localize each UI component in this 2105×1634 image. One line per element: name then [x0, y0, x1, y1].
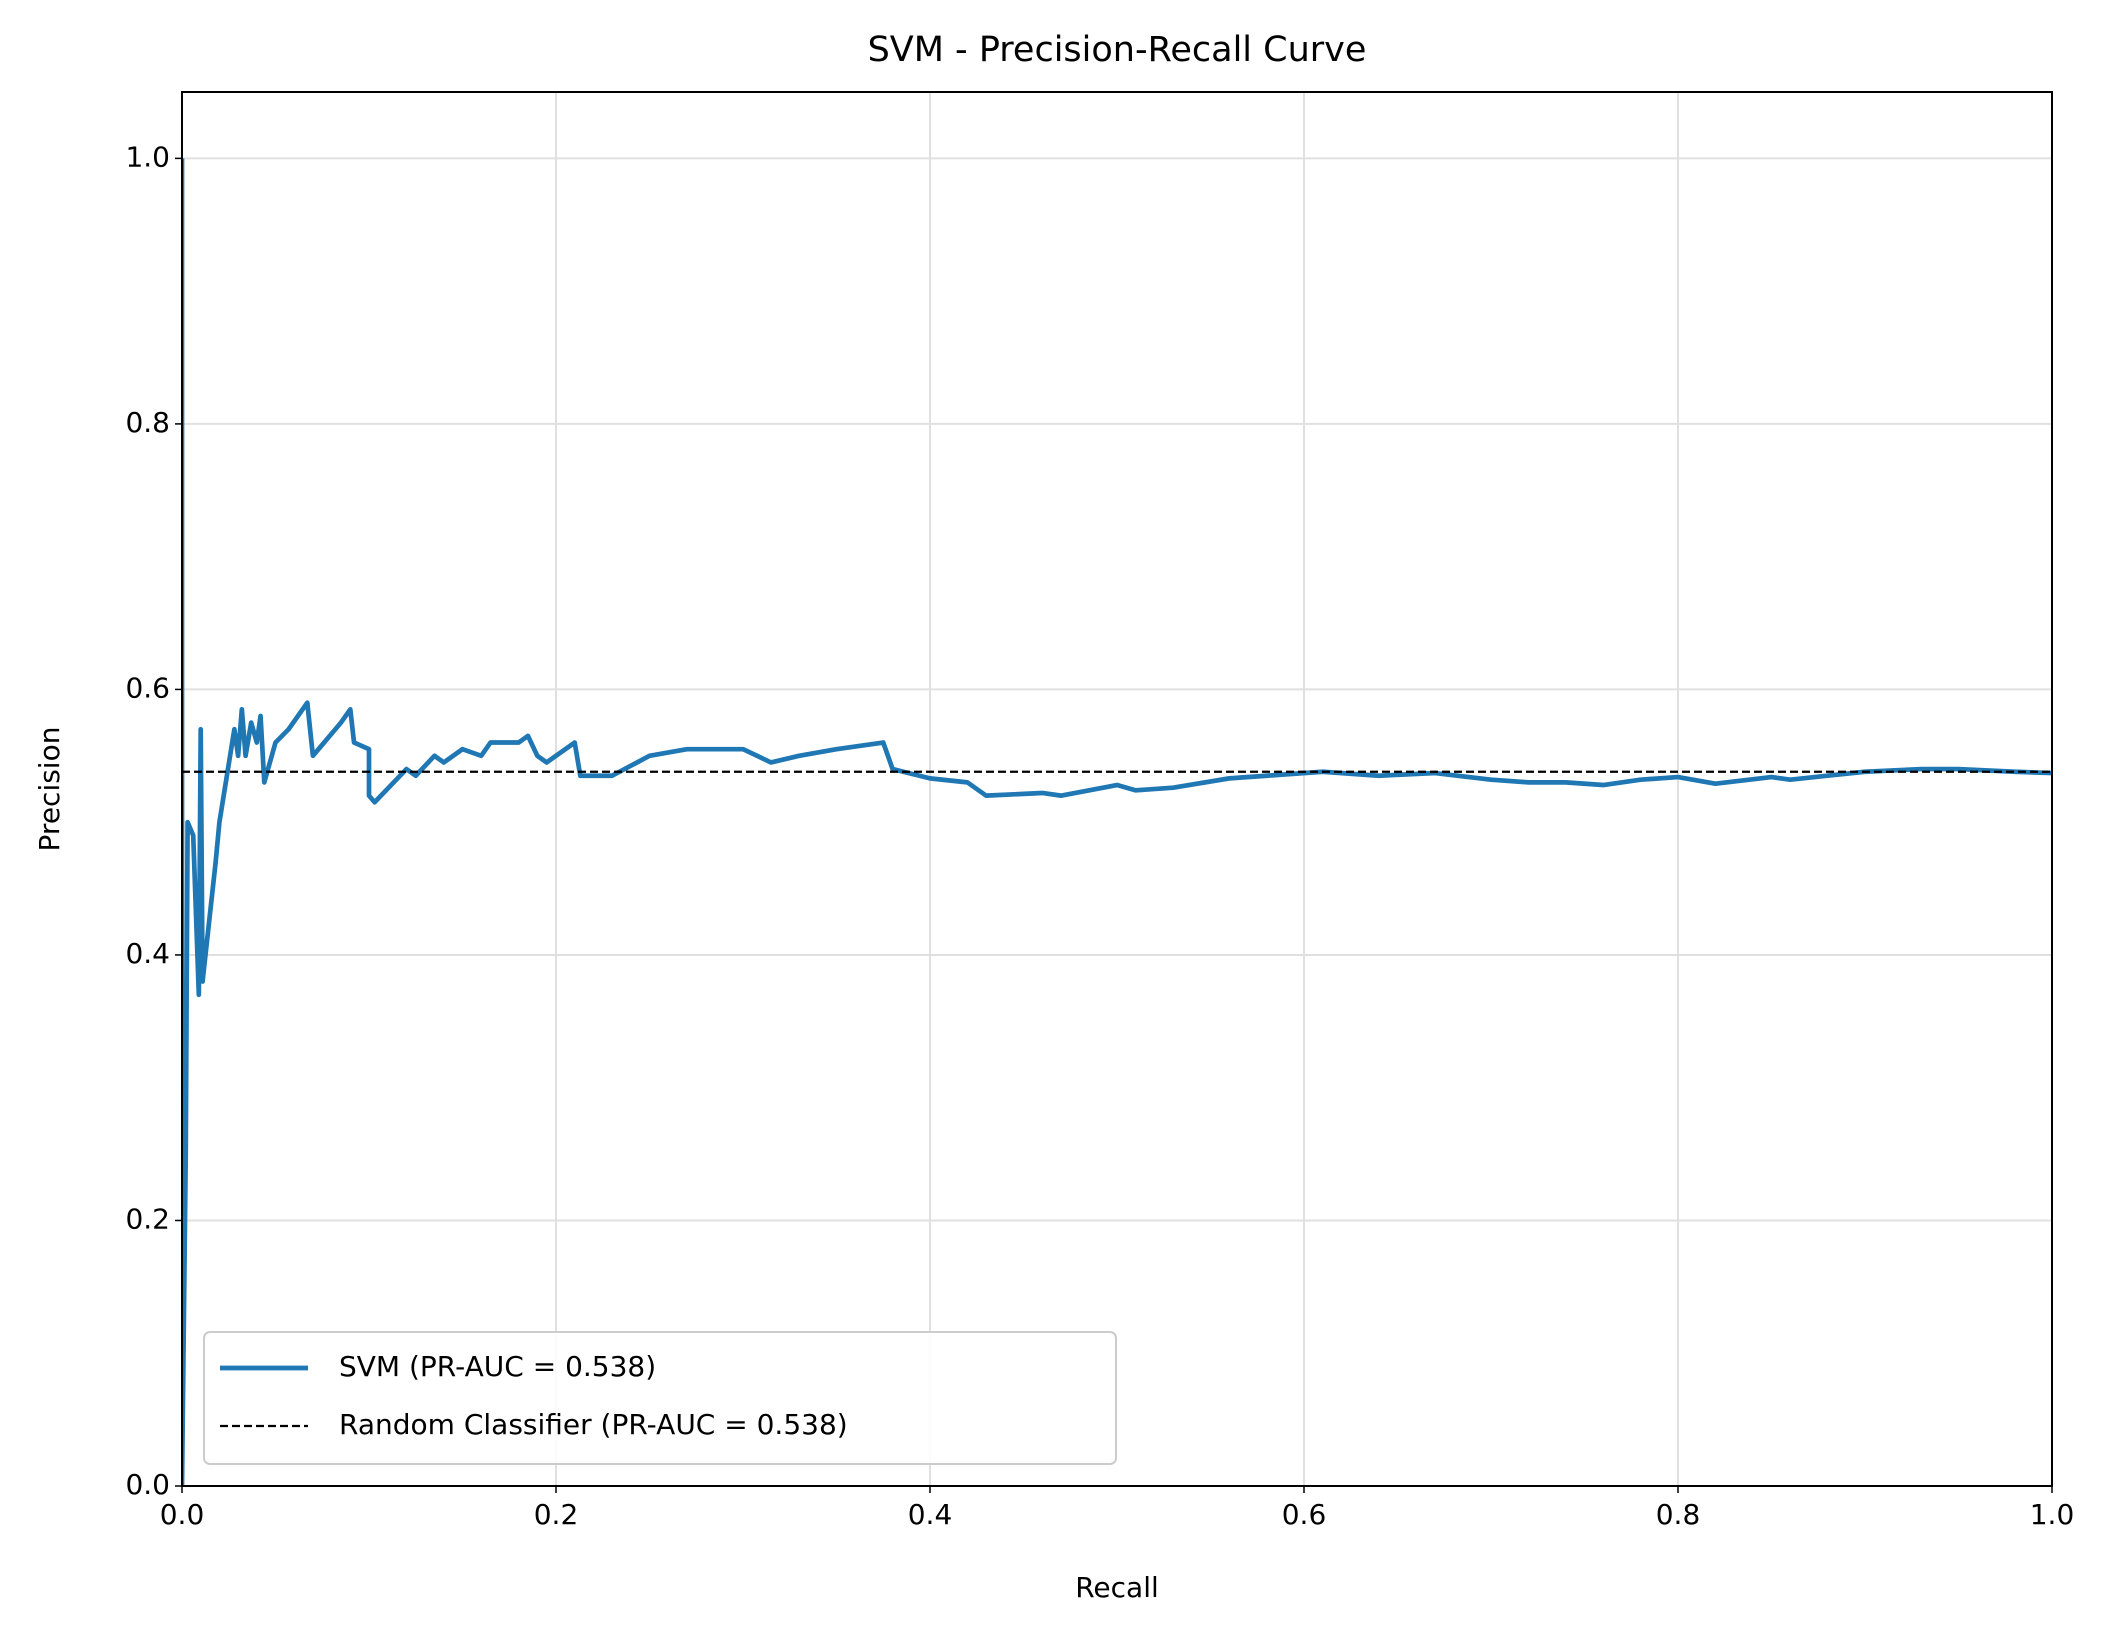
x-tick-label: 0.8 [1656, 1498, 1701, 1531]
y-tick-label: 1.0 [125, 140, 170, 173]
y-tick-label: 0.8 [125, 406, 170, 439]
x-tick-label: 0.4 [908, 1498, 953, 1531]
x-tick-label: 0.0 [160, 1498, 205, 1531]
x-tick-label: 1.0 [2030, 1498, 2075, 1531]
legend-label: Random Classifier (PR-AUC = 0.538) [339, 1408, 848, 1441]
y-tick-label: 0.2 [125, 1202, 170, 1235]
plot-frame [181, 91, 2053, 1487]
chart-title: SVM - Precision-Recall Curve [868, 30, 1367, 70]
x-tick-label: 0.2 [534, 1498, 579, 1531]
legend-label: SVM (PR-AUC = 0.538) [339, 1350, 656, 1383]
x-axis-label: Recall [1075, 1571, 1159, 1604]
y-axis-label: Precision [33, 727, 66, 852]
y-tick-label: 0.6 [125, 671, 170, 704]
series-line [182, 158, 2052, 1486]
y-tick-label: 0.4 [125, 937, 170, 970]
y-tick-label: 0.0 [125, 1468, 170, 1501]
x-tick-label: 0.6 [1282, 1498, 1327, 1531]
legend-box [203, 1331, 1117, 1465]
